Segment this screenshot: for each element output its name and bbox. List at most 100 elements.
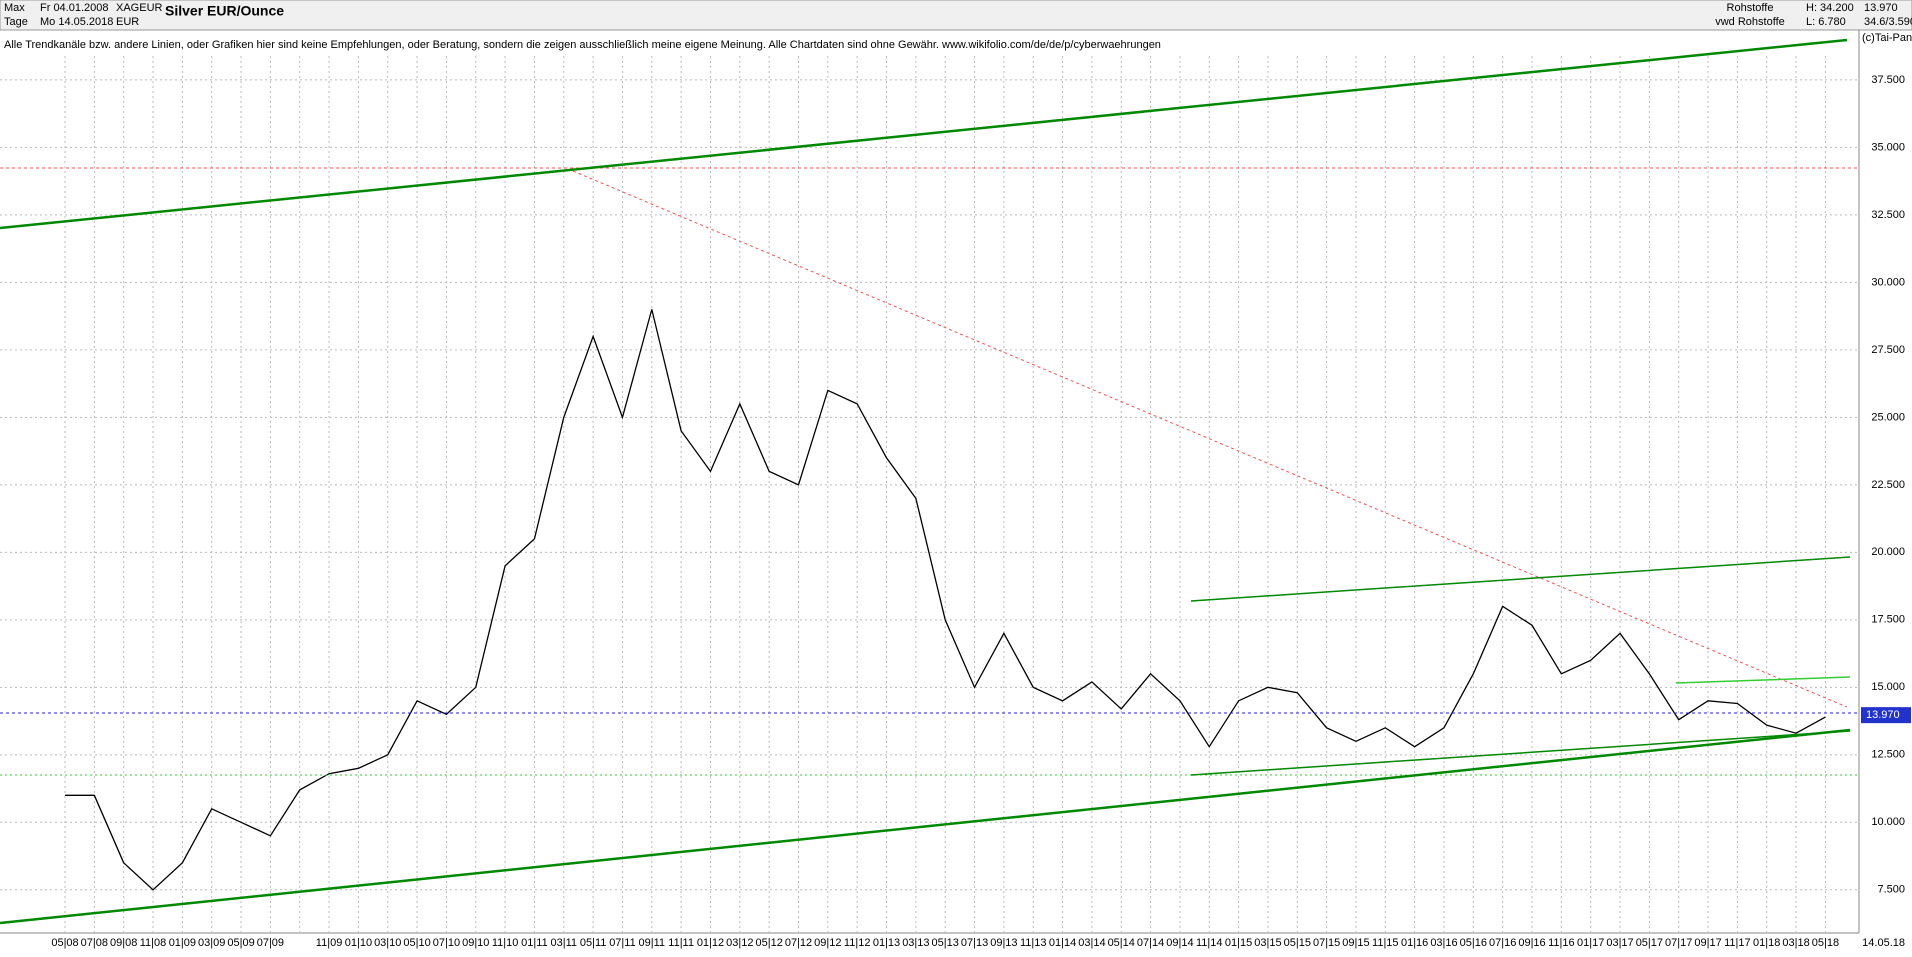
x-tick-label: 03|18 <box>1782 937 1809 949</box>
x-tick-label: 05|09 <box>227 937 254 949</box>
symbol: XAGEUR <box>116 2 163 14</box>
x-tick-label: 07|13 <box>961 937 988 949</box>
trendline-down <box>572 170 1848 708</box>
x-tick-label: 01|10 <box>345 937 372 949</box>
x-tick-label: 09|08 <box>110 937 137 949</box>
to-date: Mo 14.05.2018 <box>40 16 113 28</box>
x-tick-label: 03|12 <box>726 937 753 949</box>
y-tick-label: 32.500 <box>1871 209 1905 221</box>
x-tick-label: 05|14 <box>1108 937 1135 949</box>
y-tick-label: 25.000 <box>1871 411 1905 423</box>
y-tick-label: 22.500 <box>1871 479 1905 491</box>
last: 13.970 <box>1864 2 1898 14</box>
channel-short <box>1675 676 1851 684</box>
x-tick-label: 11|11 <box>668 937 694 949</box>
x-tick-label: 09|10 <box>462 937 489 949</box>
x-tick-label: 01|09 <box>169 937 196 949</box>
disclaimer: Alle Trendkanäle bzw. andere Linien, ode… <box>4 39 1161 51</box>
x-tick-label: 07|08 <box>81 937 108 949</box>
trendline-upper <box>0 38 1848 230</box>
copyright: (c)Tai-Pan <box>1862 32 1912 44</box>
currency: EUR <box>116 16 139 28</box>
x-tick-label: 07|15 <box>1313 937 1340 949</box>
x-tick-label: 01|12 <box>697 937 724 949</box>
x-tick-label: 07|10 <box>433 937 460 949</box>
source: vwd Rohstoffe <box>1715 16 1785 28</box>
x-tick-label: 07|16 <box>1489 937 1516 949</box>
x-tick-label: 03|10 <box>374 937 401 949</box>
y-tick-label: 20.000 <box>1871 546 1905 558</box>
y-tick-label: 12.500 <box>1871 749 1905 761</box>
y-tick-label: 27.500 <box>1871 344 1905 356</box>
x-tick-label: 05|08 <box>51 937 78 949</box>
group: Rohstoffe <box>1727 2 1774 14</box>
x-tick-label: 03|11 <box>551 937 578 949</box>
x-tick-label: 11|13 <box>1020 937 1047 949</box>
x-tick-label: 11|10 <box>492 937 519 949</box>
x-tick-label: 05|17 <box>1636 937 1663 949</box>
range[interactable]: Max <box>4 2 25 14</box>
x-tick-label: 09|11 <box>639 937 666 949</box>
x-tick-label: 09|12 <box>814 937 841 949</box>
x-tick-label: 09|14 <box>1166 937 1193 949</box>
x-tick-label: 03|15 <box>1254 937 1281 949</box>
x-tick-label: 05|13 <box>932 937 959 949</box>
title: Silver EUR/Ounce <box>165 3 284 19</box>
y-tick-label: 37.500 <box>1871 74 1905 86</box>
y-tick-label: 35.000 <box>1871 141 1905 153</box>
end-date: 14.05.18 <box>1862 937 1905 949</box>
x-tick-label: 05|12 <box>755 937 782 949</box>
y-tick-label: 17.500 <box>1871 614 1905 626</box>
x-tick-label: 01|11 <box>521 937 548 949</box>
x-tick-label: 05|18 <box>1812 937 1839 949</box>
x-tick-label: 01|13 <box>873 937 900 949</box>
x-tick-label: 01|15 <box>1225 937 1252 949</box>
x-tick-label: 11|12 <box>844 937 871 949</box>
x-tick-label: 03|14 <box>1078 937 1105 949</box>
price-line <box>65 309 1826 891</box>
x-tick-label: 07|12 <box>785 937 812 949</box>
channel-lower <box>1190 730 1851 776</box>
low: L: 6.780 <box>1806 16 1846 28</box>
span: 34.6/3.590 <box>1864 16 1912 28</box>
x-tick-label: 07|11 <box>609 937 636 949</box>
x-tick-label: 05|11 <box>580 937 607 949</box>
x-tick-label: 07|09 <box>257 937 284 949</box>
y-tick-label: 30.000 <box>1871 276 1905 288</box>
header-bar <box>0 0 1912 31</box>
x-tick-label: 11|17 <box>1724 937 1751 949</box>
x-tick-label: 11|08 <box>140 937 167 949</box>
x-tick-label: 01|16 <box>1401 937 1428 949</box>
y-tick-label: 15.000 <box>1871 681 1905 693</box>
price-tag <box>1861 707 1911 724</box>
x-tick-label: 11|14 <box>1196 937 1223 949</box>
x-tick-label: 01|17 <box>1577 937 1604 949</box>
channel-upper <box>1190 556 1851 602</box>
from-date: Fr 04.01.2008 <box>40 2 109 14</box>
x-tick-label: 09|16 <box>1518 937 1545 949</box>
x-tick-label: 07|14 <box>1137 937 1164 949</box>
plot: 7.500 10.000 12.500 15.000 17.500 20.000 22.50… <box>0 56 1905 949</box>
x-tick-label: 09|17 <box>1694 937 1721 949</box>
x-tick-label: 03|17 <box>1606 937 1633 949</box>
x-tick-label: 09|13 <box>990 937 1017 949</box>
x-tick-label: 01|14 <box>1049 937 1076 949</box>
x-tick-label: 05|15 <box>1284 937 1311 949</box>
x-tick-label: 03|09 <box>198 937 225 949</box>
x-tick-label: 03|13 <box>902 937 929 949</box>
trendline-lower <box>0 728 1851 925</box>
x-tick-label: 05|10 <box>403 937 430 949</box>
y-tick-label: 10.000 <box>1871 816 1905 828</box>
x-tick-label: 01|18 <box>1753 937 1780 949</box>
x-tick-label: 07|17 <box>1665 937 1692 949</box>
x-tick-label: 11|15 <box>1372 937 1399 949</box>
x-tick-label: 09|15 <box>1342 937 1369 949</box>
high: H: 34.200 <box>1806 2 1854 14</box>
x-tick-label: 05|16 <box>1460 937 1487 949</box>
x-tick-label: 03|16 <box>1430 937 1457 949</box>
price-tag-label: 13.970 <box>1866 709 1900 721</box>
period[interactable]: Tage <box>4 16 28 28</box>
y-tick-label: 7.500 <box>1877 884 1905 896</box>
